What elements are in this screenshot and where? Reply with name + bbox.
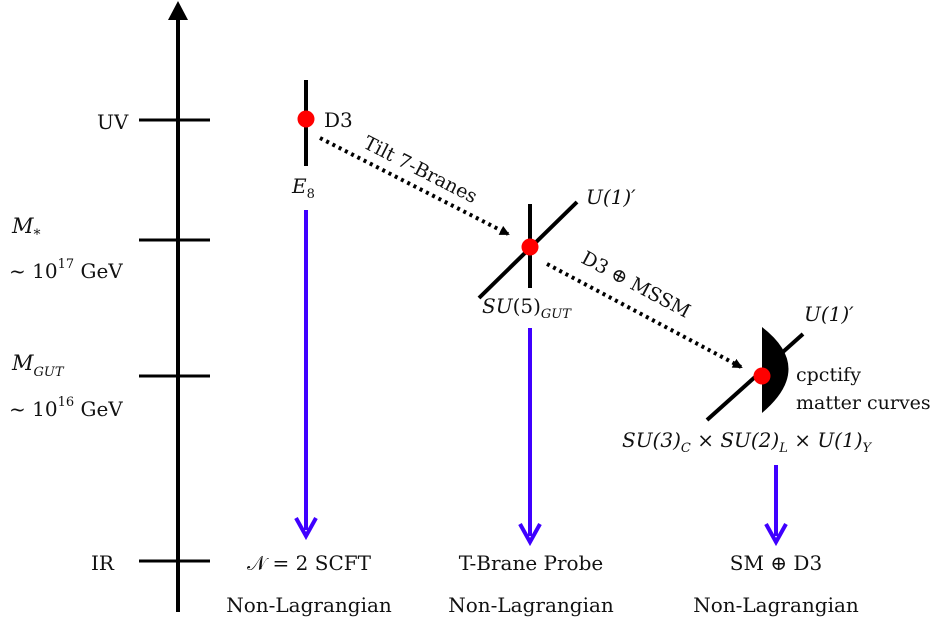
su5-subscript: GUT — [541, 307, 572, 322]
mstar-exponent: 17 — [58, 257, 75, 272]
d3-dot-sm — [753, 367, 771, 385]
label-uv: UV — [97, 110, 129, 134]
sm-sub-l: L — [778, 441, 788, 456]
label-u1-sm: U(1)′ — [804, 302, 854, 326]
endpoint-mid-title: T-Brane Probe — [459, 551, 603, 575]
endpoint-left-subtitle: Non-Lagrangian — [226, 593, 392, 617]
e8-base: E — [291, 174, 307, 198]
mstar-subscript: * — [34, 227, 41, 243]
label-mgut: MGUT — [11, 351, 65, 380]
label-e8: E8 — [291, 174, 315, 202]
mgut-exponent: 16 — [58, 395, 75, 410]
label-ir: IR — [91, 551, 115, 575]
sm-sub-c: C — [681, 441, 691, 456]
label-tilt: Tilt 7-Branes — [360, 132, 481, 208]
rg-flow-arrowhead-right — [764, 523, 788, 547]
rg-flow-arrowhead-mid — [518, 523, 542, 547]
label-cpctify: cpctify — [796, 364, 861, 386]
sm-times-su2: × SU(2) — [691, 428, 779, 452]
sm-group-su3: SU(3) — [622, 428, 681, 452]
tilt-flow-arrow — [319, 136, 510, 236]
sm-sub-y: Y — [863, 441, 873, 456]
endpoint-right-title: SM ⊕ D3 — [730, 551, 822, 575]
e8-subscript: 8 — [307, 187, 315, 202]
endpoint-right-subtitle: Non-Lagrangian — [693, 593, 859, 617]
endpoint-left-title: 𝒩 = 2 SCFT — [247, 551, 372, 575]
mgut-unit: GeV — [74, 397, 123, 421]
label-matter-curves: matter curves — [796, 392, 931, 414]
su5-base: SU — [482, 294, 514, 318]
d3-dot-e8 — [297, 110, 315, 128]
sm-times-u1: × U(1) — [788, 428, 863, 452]
mgut-symbol: M — [11, 351, 34, 375]
d3-dot-su5 — [521, 238, 539, 256]
mstar-value-prefix: ~ 10 — [9, 259, 58, 283]
label-d3: D3 — [324, 108, 353, 132]
mstar-unit: GeV — [74, 259, 123, 283]
energy-axis-arrowhead — [168, 1, 188, 20]
endpoint-mid-subtitle: Non-Lagrangian — [448, 593, 614, 617]
mgut-subscript: GUT — [34, 365, 65, 380]
rg-flow-arrowhead-left — [294, 517, 318, 541]
label-mstar: M* — [11, 214, 41, 243]
label-su5-gut: SU(5)GUT — [482, 294, 572, 322]
su5-arg: (5) — [513, 294, 541, 318]
label-mgut-value: ~ 1016 GeV — [9, 395, 123, 421]
label-sm-group: SU(3)C × SU(2)L × U(1)Y — [622, 428, 873, 456]
mgut-value-prefix: ~ 10 — [9, 397, 58, 421]
label-mstar-value: ~ 1017 GeV — [9, 257, 123, 283]
mssm-flow-arrow — [546, 262, 743, 369]
matter-curve-bulge — [762, 327, 789, 413]
label-u1-su5: U(1)′ — [586, 185, 636, 209]
mstar-symbol: M — [11, 214, 34, 238]
